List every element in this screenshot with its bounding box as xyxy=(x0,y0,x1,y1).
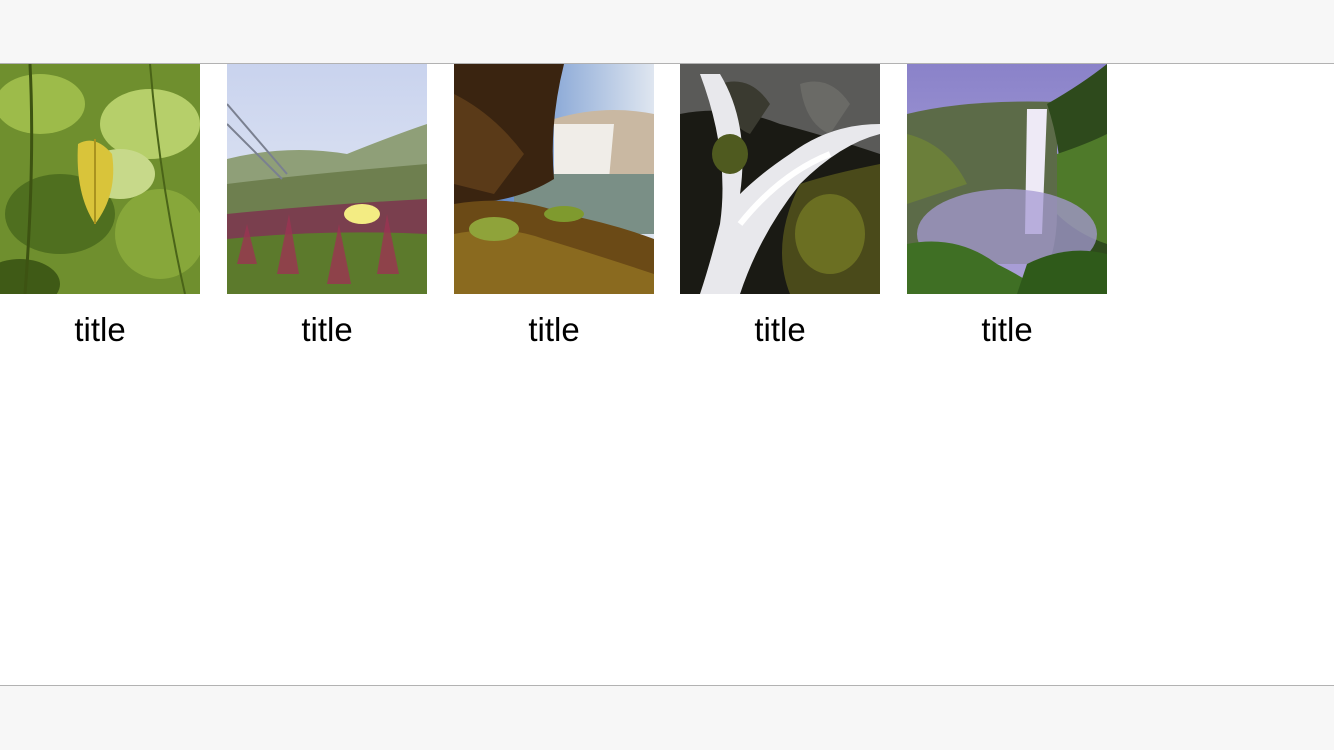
gallery-cell-3[interactable]: title xyxy=(454,64,654,354)
waterfall-rocks-photo xyxy=(680,64,880,294)
misty-waterfall-photo xyxy=(907,64,1107,294)
navigation-bar xyxy=(0,0,1334,64)
flower-field-photo xyxy=(227,64,427,294)
cell-title: title xyxy=(74,311,126,348)
thumbnail-image[interactable] xyxy=(907,64,1107,294)
cell-title: title xyxy=(301,311,353,348)
thumbnail-image[interactable] xyxy=(0,64,200,294)
toolbar xyxy=(0,685,1334,750)
collection-view[interactable]: title title xyxy=(0,64,1334,685)
thumbnail-image[interactable] xyxy=(227,64,427,294)
waterfall-cliff-photo xyxy=(454,64,654,294)
gallery-cell-2[interactable]: title xyxy=(227,64,427,354)
gallery-cell-1[interactable]: title xyxy=(0,64,200,354)
cell-title: title xyxy=(528,311,580,348)
thumbnail-image[interactable] xyxy=(680,64,880,294)
gallery-cell-4[interactable]: title xyxy=(680,64,880,354)
cell-title: title xyxy=(754,311,806,348)
gallery-cell-5[interactable]: title xyxy=(907,64,1107,354)
thumbnail-image[interactable] xyxy=(454,64,654,294)
cell-title: title xyxy=(981,311,1033,348)
green-leaves-photo xyxy=(0,64,200,294)
